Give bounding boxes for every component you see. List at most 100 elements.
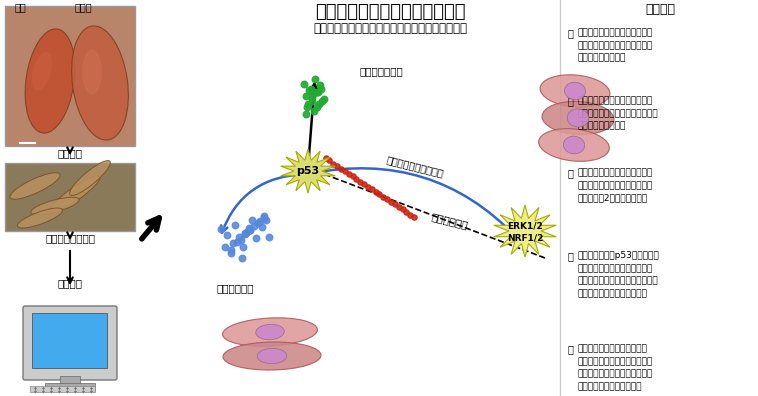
Text: NRF1/2: NRF1/2: [507, 234, 543, 242]
Point: [240, 231, 252, 237]
Point: [404, 211, 416, 218]
Point: [300, 92, 312, 99]
Point: [377, 194, 390, 200]
Ellipse shape: [17, 208, 63, 228]
Ellipse shape: [50, 176, 100, 212]
Text: 心不全における心筋細胞の変化: 心不全における心筋細胞の変化: [315, 3, 465, 21]
Ellipse shape: [563, 136, 584, 154]
Text: 機械学習: 機械学習: [58, 278, 83, 288]
Point: [244, 227, 256, 233]
Text: 心筋細胞のシングルセル解析・
機械学習により心不全の分子メ
カニズムを解明した: 心筋細胞のシングルセル解析・ 機械学習により心不全の分子メ カニズムを解明した: [578, 28, 653, 63]
Text: p53: p53: [296, 166, 320, 176]
Point: [381, 196, 393, 202]
Point: [252, 220, 265, 226]
Point: [393, 204, 405, 210]
Text: （機械学習により並べられた心筋細胞のデータ）: （機械学習により並べられた心筋細胞のデータ）: [313, 22, 467, 35]
Point: [225, 250, 237, 256]
Point: [239, 230, 251, 236]
Ellipse shape: [565, 82, 585, 100]
Point: [396, 206, 409, 213]
Point: [335, 166, 347, 172]
Point: [358, 181, 370, 187]
Point: [315, 97, 327, 104]
Ellipse shape: [223, 342, 321, 370]
Point: [400, 209, 412, 215]
Text: 慢性的な負荷により、肥大心筋
細胞は、代償性心筋細胞・不全
心筋細胞の2種類に分かれる: 慢性的な負荷により、肥大心筋 細胞は、代償性心筋細胞・不全 心筋細胞の2種類に分…: [578, 168, 653, 203]
Point: [258, 212, 270, 219]
Text: 肥大心筋細胞: 肥大心筋細胞: [431, 211, 469, 230]
Point: [236, 255, 248, 261]
Ellipse shape: [257, 348, 287, 364]
Text: 心筋細胞は負荷を受けると、肥
大するとともにミトコンドリア生
合成を活性化させる: 心筋細胞は負荷を受けると、肥 大するとともにミトコンドリア生 合成を活性化させる: [578, 96, 659, 131]
Point: [311, 104, 323, 110]
Text: 心筋細胞: 心筋細胞: [58, 148, 83, 158]
Text: ・: ・: [568, 168, 574, 178]
Point: [258, 215, 270, 221]
Point: [254, 218, 266, 225]
Point: [229, 221, 241, 228]
Point: [324, 157, 336, 163]
Point: [314, 82, 326, 88]
Text: 正常: 正常: [15, 2, 27, 12]
Point: [408, 214, 420, 221]
Point: [301, 104, 313, 110]
Text: 代償性心筋細胞: 代償性心筋細胞: [360, 66, 404, 76]
Point: [312, 89, 324, 95]
Point: [311, 89, 323, 95]
Point: [312, 101, 324, 107]
Point: [231, 238, 243, 245]
Point: [240, 228, 252, 235]
Point: [243, 225, 255, 231]
Point: [233, 233, 245, 240]
Bar: [60, 376, 80, 386]
Point: [318, 96, 330, 102]
Text: 不全心筋細胞: 不全心筋細胞: [216, 283, 254, 293]
Point: [389, 201, 401, 208]
Ellipse shape: [10, 173, 60, 199]
Point: [315, 86, 327, 92]
Point: [350, 176, 362, 182]
Point: [306, 98, 318, 105]
Point: [244, 227, 256, 234]
Text: ・: ・: [568, 96, 574, 106]
Ellipse shape: [540, 75, 610, 107]
Point: [327, 160, 340, 167]
FancyBboxPatch shape: [23, 306, 117, 380]
Bar: [45, 383, 95, 391]
Point: [362, 183, 374, 190]
Ellipse shape: [32, 51, 52, 90]
Point: [370, 188, 382, 195]
Ellipse shape: [31, 197, 79, 215]
Point: [302, 101, 315, 107]
Ellipse shape: [223, 318, 318, 346]
Point: [299, 80, 311, 87]
Point: [256, 224, 268, 230]
Point: [343, 171, 355, 177]
Text: ERK1/2: ERK1/2: [507, 221, 543, 230]
Text: 心不全: 心不全: [75, 2, 92, 12]
Bar: [5, 6, 135, 146]
Ellipse shape: [70, 160, 111, 196]
Ellipse shape: [539, 129, 609, 161]
Text: シングルセル解析: シングルセル解析: [45, 233, 95, 243]
Point: [221, 232, 233, 238]
Point: [235, 237, 247, 243]
Point: [365, 186, 377, 192]
Text: 不全心筋細胞はp53（がん抑制
遺伝子）の活性化により誘導さ
れ、ミトコンドリア生合成が抑制
され、細胞伸長を生じている: 不全心筋細胞はp53（がん抑制 遺伝子）の活性化により誘導さ れ、ミトコンドリア…: [578, 251, 659, 299]
Point: [346, 173, 359, 179]
Bar: [5, 163, 135, 231]
Text: ポイント: ポイント: [645, 3, 675, 16]
Point: [319, 155, 331, 162]
Point: [309, 75, 321, 82]
Point: [215, 226, 227, 232]
Point: [219, 244, 231, 250]
Point: [249, 223, 261, 230]
Bar: [30, 386, 95, 392]
Point: [250, 235, 262, 242]
Point: [227, 240, 240, 247]
Point: [305, 86, 317, 92]
Text: 心不全患者の心筋細胞を調べ
ることで、個々の患者の心不全
の状態を把握して薬の応答性を
予測できることがわかった: 心不全患者の心筋細胞を調べ ることで、個々の患者の心不全 の状態を把握して薬の応…: [578, 344, 653, 392]
Text: ・: ・: [568, 28, 574, 38]
Bar: [32, 313, 107, 368]
Point: [354, 178, 366, 185]
